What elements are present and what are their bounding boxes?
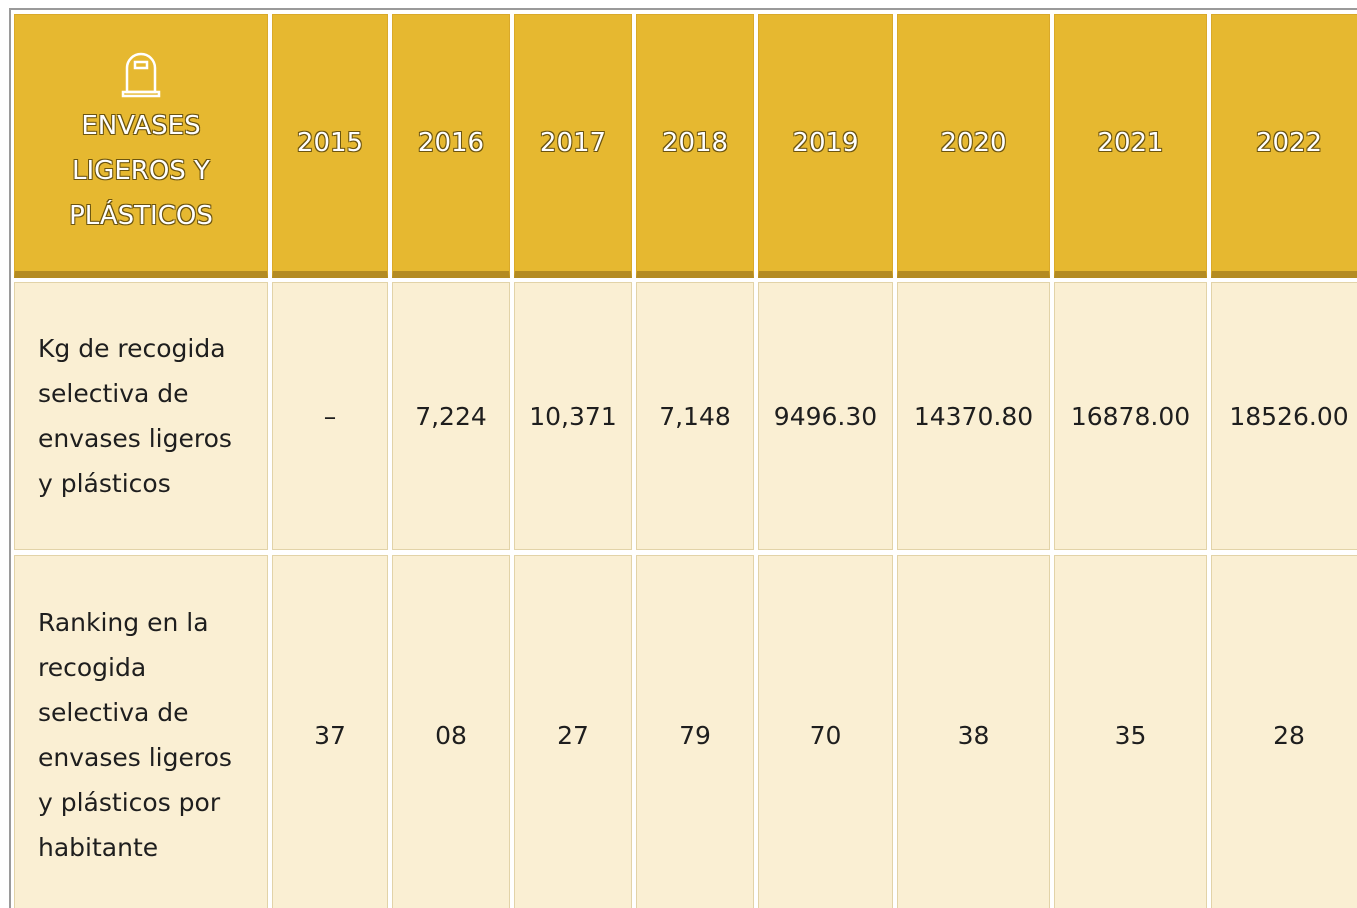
data-cell: 37 xyxy=(272,555,388,908)
column-header: 2016 xyxy=(417,128,485,158)
header-title: ENVASES LIGEROS Y PLÁSTICOS xyxy=(69,110,213,231)
header-cell: 2015 xyxy=(272,14,388,278)
data-cell: 16878.00 xyxy=(1054,282,1207,550)
cell-value: 35 xyxy=(1114,720,1147,750)
header-cell: 2020 xyxy=(897,14,1050,278)
header-cell: 2021 xyxy=(1054,14,1207,278)
cell-value: 16878.00 xyxy=(1070,401,1191,431)
cell-value: 79 xyxy=(679,720,711,750)
data-cell: 18526.00 xyxy=(1211,282,1357,550)
cell-value: 7,224 xyxy=(415,401,487,431)
header-cell: 2016 xyxy=(392,14,510,278)
data-cell: 27 xyxy=(514,555,632,908)
data-cell: 38 xyxy=(897,555,1050,908)
header-cell: 2022 xyxy=(1211,14,1357,278)
column-header: 2019 xyxy=(792,128,859,158)
column-header: 2017 xyxy=(539,128,607,158)
cell-value: 38 xyxy=(957,720,990,750)
cell-value: 27 xyxy=(557,720,589,750)
data-cell: 7,224 xyxy=(392,282,510,550)
row-label: Ranking en la recogida selectiva de enva… xyxy=(38,608,232,862)
header-cell: 2017 xyxy=(514,14,632,278)
cell-value: 28 xyxy=(1273,720,1305,750)
cell-value: 37 xyxy=(314,720,346,750)
data-cell: 08 xyxy=(392,555,510,908)
column-header: 2018 xyxy=(661,128,729,158)
data-cell: 10,371 xyxy=(514,282,632,550)
header-cell: ENVASES LIGEROS Y PLÁSTICOS xyxy=(14,14,268,278)
column-header: 2020 xyxy=(940,128,1007,158)
data-cell: 7,148 xyxy=(636,282,754,550)
cell-value: 10,371 xyxy=(529,401,617,431)
data-cell: 35 xyxy=(1054,555,1207,908)
data-cell: 70 xyxy=(758,555,893,908)
column-header: 2022 xyxy=(1255,128,1323,158)
cell-value: – xyxy=(323,401,337,431)
cell-value: 70 xyxy=(809,720,842,750)
data-cell: 79 xyxy=(636,555,754,908)
row-label: Kg de recogida selectiva de envases lige… xyxy=(38,334,232,498)
column-header: 2021 xyxy=(1097,128,1164,158)
header-cell: 2019 xyxy=(758,14,893,278)
column-header: 2015 xyxy=(296,128,364,158)
cell-value: 9496.30 xyxy=(773,401,878,431)
row-label-cell: Ranking en la recogida selectiva de enva… xyxy=(14,555,268,908)
row-label-cell: Kg de recogida selectiva de envases lige… xyxy=(14,282,268,550)
cell-value: 14370.80 xyxy=(913,401,1034,431)
cell-value: 18526.00 xyxy=(1229,401,1349,431)
cell-value: 08 xyxy=(435,720,467,750)
mailbox-icon xyxy=(121,52,161,97)
data-cell: 28 xyxy=(1211,555,1357,908)
data-cell: – xyxy=(272,282,388,550)
cell-value: 7,148 xyxy=(659,401,731,431)
frame-line xyxy=(9,8,11,908)
data-cell: 9496.30 xyxy=(758,282,893,550)
frame-line xyxy=(10,8,1357,10)
data-cell: 14370.80 xyxy=(897,282,1050,550)
header-cell: 2018 xyxy=(636,14,754,278)
